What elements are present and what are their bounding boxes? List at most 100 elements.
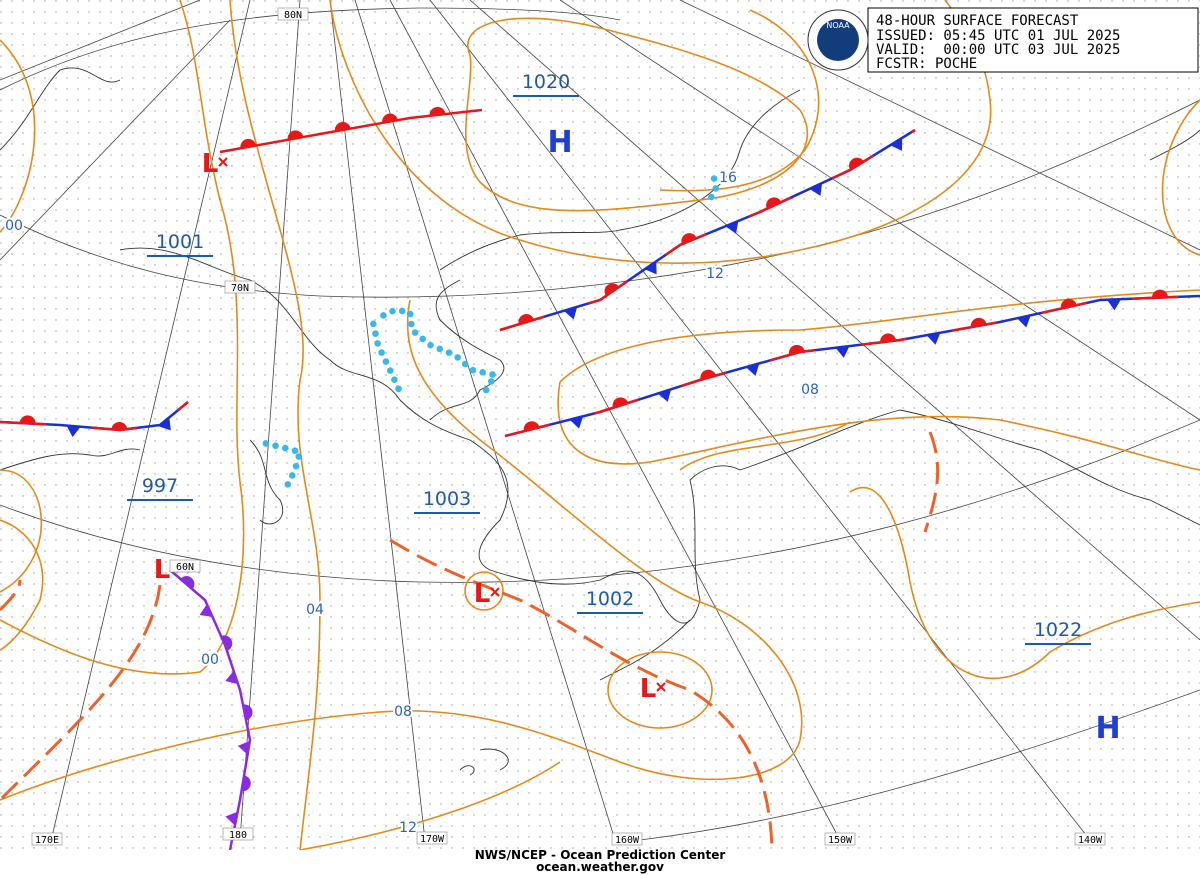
occluded-front-symbol <box>225 811 238 826</box>
squall-dot <box>398 307 406 315</box>
stationary-front-symbol <box>926 332 941 345</box>
squall-dot <box>395 385 402 393</box>
stationary-front-symbol <box>66 425 81 438</box>
squall-dot <box>436 345 444 353</box>
squall-dot <box>406 310 414 318</box>
squall-dot <box>372 330 379 337</box>
stationary-front-symbol <box>1017 315 1031 328</box>
logo-text: NOAA <box>826 21 850 30</box>
isobar-label: 04 <box>306 602 324 618</box>
stationary-front-symbol <box>809 183 823 196</box>
stationary-front-symbol <box>725 220 739 234</box>
warm-front <box>219 108 483 154</box>
stationary-front-symbol <box>880 333 897 343</box>
pressure-label: 1002 <box>586 588 634 610</box>
low-symbol: L <box>474 579 491 609</box>
pressure-label: 997 <box>142 475 178 497</box>
squall-dot <box>419 335 427 343</box>
stationary-front-red <box>504 294 1200 438</box>
grid-label: 170W <box>420 834 445 845</box>
stationary-front-symbol <box>604 283 620 296</box>
pressure-label: 1003 <box>423 488 471 510</box>
low-center-x <box>218 157 228 167</box>
header-line: ISSUED: 05:45 UTC 01 JUL 2025 <box>876 28 1120 44</box>
squall-dot <box>284 481 292 488</box>
header-box <box>867 7 1199 73</box>
isobar-label: 16 <box>719 170 737 186</box>
squall-dot <box>386 367 394 374</box>
squall-dot <box>380 312 387 319</box>
isobar-label: 08 <box>801 382 819 398</box>
stationary-front-symbol <box>681 233 697 245</box>
troughs <box>0 431 940 851</box>
stationary-front-symbol <box>890 137 903 151</box>
occluded-front <box>169 569 252 851</box>
footer-url: ocean.weather.gov <box>536 860 664 874</box>
squall-lines <box>262 175 720 488</box>
grid-label: 140W <box>1078 835 1103 846</box>
warm-front-symbol <box>240 138 257 149</box>
squall-dot <box>295 453 303 460</box>
low-symbol: L <box>640 674 657 704</box>
grid-label: 180 <box>229 830 247 841</box>
squall-dot <box>454 354 462 361</box>
stationary-front-symbol <box>158 417 171 431</box>
stationary-front-symbol <box>657 389 672 402</box>
pressure-label: 1020 <box>522 71 570 93</box>
occluded-front-symbol <box>180 576 195 590</box>
grid-label: 60N <box>176 562 194 573</box>
squall-dot <box>370 320 377 328</box>
squall-dot <box>479 369 486 376</box>
coastlines <box>0 67 1200 776</box>
stationary-front-symbol <box>523 421 540 432</box>
stationary-front-symbol <box>111 421 128 431</box>
high-symbol: H <box>1095 711 1120 746</box>
low-center-x <box>656 682 666 692</box>
warm-front-symbol <box>429 106 446 116</box>
occluded-front-symbol <box>242 704 253 721</box>
warm-front-symbol <box>287 130 304 140</box>
squall-dot <box>411 329 419 336</box>
grid-label-box <box>824 832 856 846</box>
pressure-label: 1022 <box>1034 619 1082 641</box>
grid-label: 170E <box>35 835 59 846</box>
stationary-front-symbol <box>1152 289 1169 298</box>
pressure-label: 1001 <box>156 231 204 253</box>
footer-band <box>0 850 1200 875</box>
footer-agency: NWS/NCEP - Ocean Prediction Center <box>475 848 726 862</box>
squall-dot <box>712 185 720 192</box>
squall-dot <box>487 378 495 385</box>
squall-dot <box>427 341 434 349</box>
header-line: 48-HOUR SURFACE FORECAST <box>876 13 1079 29</box>
stationary-front-symbol <box>835 346 850 358</box>
isobar-label: 12 <box>706 266 724 282</box>
grid-label-box <box>611 832 643 846</box>
stationary-front-symbol <box>19 415 36 424</box>
stationary-front-symbol <box>700 369 717 380</box>
squall-dot <box>288 472 296 479</box>
warm-front-symbol <box>382 113 398 123</box>
occluded-front-symbol <box>221 635 233 651</box>
warm-front-symbol <box>334 121 351 132</box>
stationary-front-symbol <box>563 306 578 320</box>
header-line: FCSTR: POCHE <box>876 56 977 72</box>
squall-dot <box>382 358 390 365</box>
stationary-front-symbol <box>1060 298 1077 309</box>
grid-label: 70N <box>231 283 249 294</box>
squall-dot <box>262 440 270 447</box>
stationary-front-symbol <box>745 363 760 376</box>
stationary-front-symbol <box>1107 299 1122 311</box>
squall-dot <box>292 462 300 470</box>
squall-dot <box>272 442 279 450</box>
stationary-front-symbol <box>518 314 535 325</box>
grid-label-box <box>169 559 201 573</box>
grid-label: 80N <box>284 10 302 21</box>
stationary-front-symbol <box>766 197 782 209</box>
grid-dots <box>0 0 1200 850</box>
squall-dot <box>389 307 396 315</box>
squall-dot <box>469 366 477 374</box>
squall-dot <box>281 444 289 452</box>
occluded-front-symbol <box>241 775 251 792</box>
isobar-label: 00 <box>5 218 23 234</box>
